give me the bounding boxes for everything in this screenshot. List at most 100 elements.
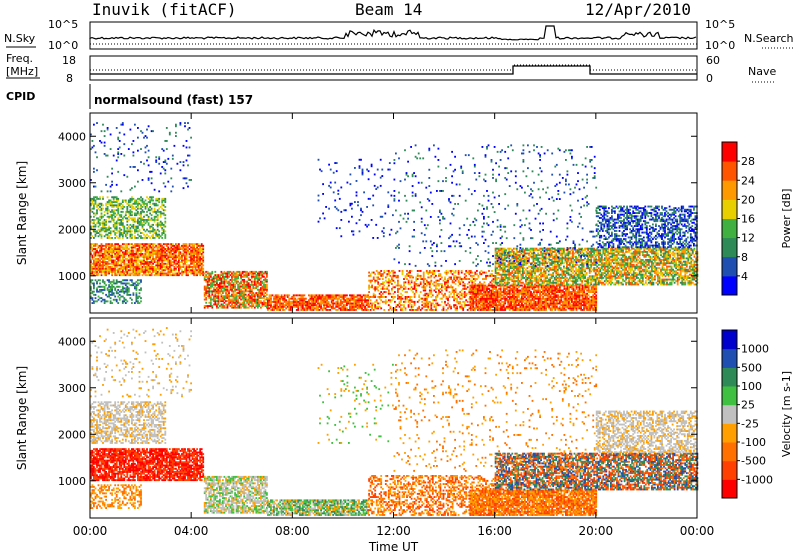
power-cell: [187, 249, 189, 252]
power-cell: [318, 309, 321, 311]
power-cell: [199, 246, 202, 249]
power-cell: [105, 209, 107, 212]
power-cell: [115, 201, 118, 203]
power-cell: [146, 228, 148, 231]
power-cell: [387, 281, 390, 284]
power-cell: [453, 292, 455, 295]
power-cell: [170, 253, 173, 255]
power-cell: [196, 253, 198, 255]
power-cell: [138, 264, 141, 267]
power-cell: [109, 285, 112, 288]
cpid-label: CPID: [6, 90, 35, 103]
power-cell: [106, 201, 109, 203]
power-cell: [115, 214, 118, 217]
power-cell: [241, 280, 244, 283]
power-cell: [96, 289, 98, 291]
power-cell: [120, 280, 123, 283]
power-cell: [131, 298, 133, 301]
power-cell: [214, 297, 217, 299]
power-cell: [431, 299, 434, 302]
power-cell: [185, 253, 188, 255]
power-cell: [457, 300, 460, 303]
power-cell: [91, 254, 94, 257]
power-cell: [99, 270, 101, 273]
power-cell: [152, 251, 154, 254]
power-cell: [380, 291, 383, 293]
power-cell: [120, 220, 123, 223]
power-cell: [161, 201, 164, 203]
power-cell: [161, 253, 164, 255]
power-cell: [112, 285, 115, 288]
power-cell: [90, 225, 92, 228]
power-cell: [115, 256, 118, 259]
power-cell: [188, 259, 191, 262]
power-cell: [152, 269, 154, 272]
power-cell: [99, 219, 101, 221]
power-cell: [276, 304, 278, 307]
power-cell: [155, 199, 158, 202]
power-cell: [111, 290, 113, 293]
power-cell: [149, 225, 151, 228]
power-cell: [161, 269, 164, 272]
power-cell: [168, 267, 171, 270]
power-cell: [103, 272, 106, 275]
power-cell: [90, 244, 92, 247]
power-cell: [457, 270, 460, 272]
power-cell: [150, 269, 153, 272]
power-cell: [404, 281, 407, 284]
power-cell: [193, 266, 195, 268]
power-cell: [96, 209, 98, 212]
power-cell: [121, 243, 124, 246]
power-cell: [132, 254, 135, 257]
power-cell: [158, 251, 161, 254]
power-cell: [126, 270, 129, 273]
power-cell: [156, 256, 159, 259]
power-cell: [132, 261, 135, 263]
power-cell: [120, 270, 123, 273]
power-cell: [137, 222, 139, 225]
power-cell: [99, 228, 101, 231]
power-cell: [140, 253, 142, 255]
power-cell: [106, 212, 109, 215]
power-cell: [168, 248, 171, 250]
power-cell: [131, 262, 133, 265]
power-cell: [199, 259, 202, 262]
power-cell: [466, 292, 469, 295]
power-cell: [97, 262, 100, 265]
power-cell: [111, 261, 113, 263]
power-cell: [106, 244, 109, 247]
power-cell: [155, 210, 158, 213]
power-cell: [108, 209, 110, 212]
power-cell: [199, 256, 202, 259]
power-cell: [162, 254, 165, 257]
power-cell: [102, 222, 104, 225]
power-cell: [114, 274, 117, 277]
power-cell: [327, 300, 330, 303]
power-cell: [162, 266, 165, 268]
power-cell: [165, 257, 168, 260]
power-cell: [127, 256, 130, 259]
power-cell: [100, 251, 103, 254]
power-cell: [181, 256, 183, 259]
power-cell: [187, 264, 189, 267]
power-cell: [131, 206, 133, 208]
power-cell: [413, 304, 416, 307]
power-cell: [124, 230, 127, 233]
power-cell: [126, 232, 129, 234]
power-cell: [168, 266, 171, 268]
power-cell: [118, 269, 121, 272]
power-cell: [193, 248, 195, 250]
power-cell: [106, 287, 109, 290]
power-cell: [241, 297, 244, 299]
power-cell: [158, 249, 161, 252]
power-cell: [459, 300, 462, 303]
power-cell: [135, 269, 138, 272]
power-cell: [134, 272, 136, 275]
power-cell: [176, 243, 179, 246]
power-cell: [100, 249, 103, 252]
power-cell: [112, 248, 115, 250]
power-cell: [226, 285, 229, 288]
power-cell: [454, 287, 457, 290]
power-cell: [206, 295, 209, 298]
power-cell: [108, 284, 110, 287]
